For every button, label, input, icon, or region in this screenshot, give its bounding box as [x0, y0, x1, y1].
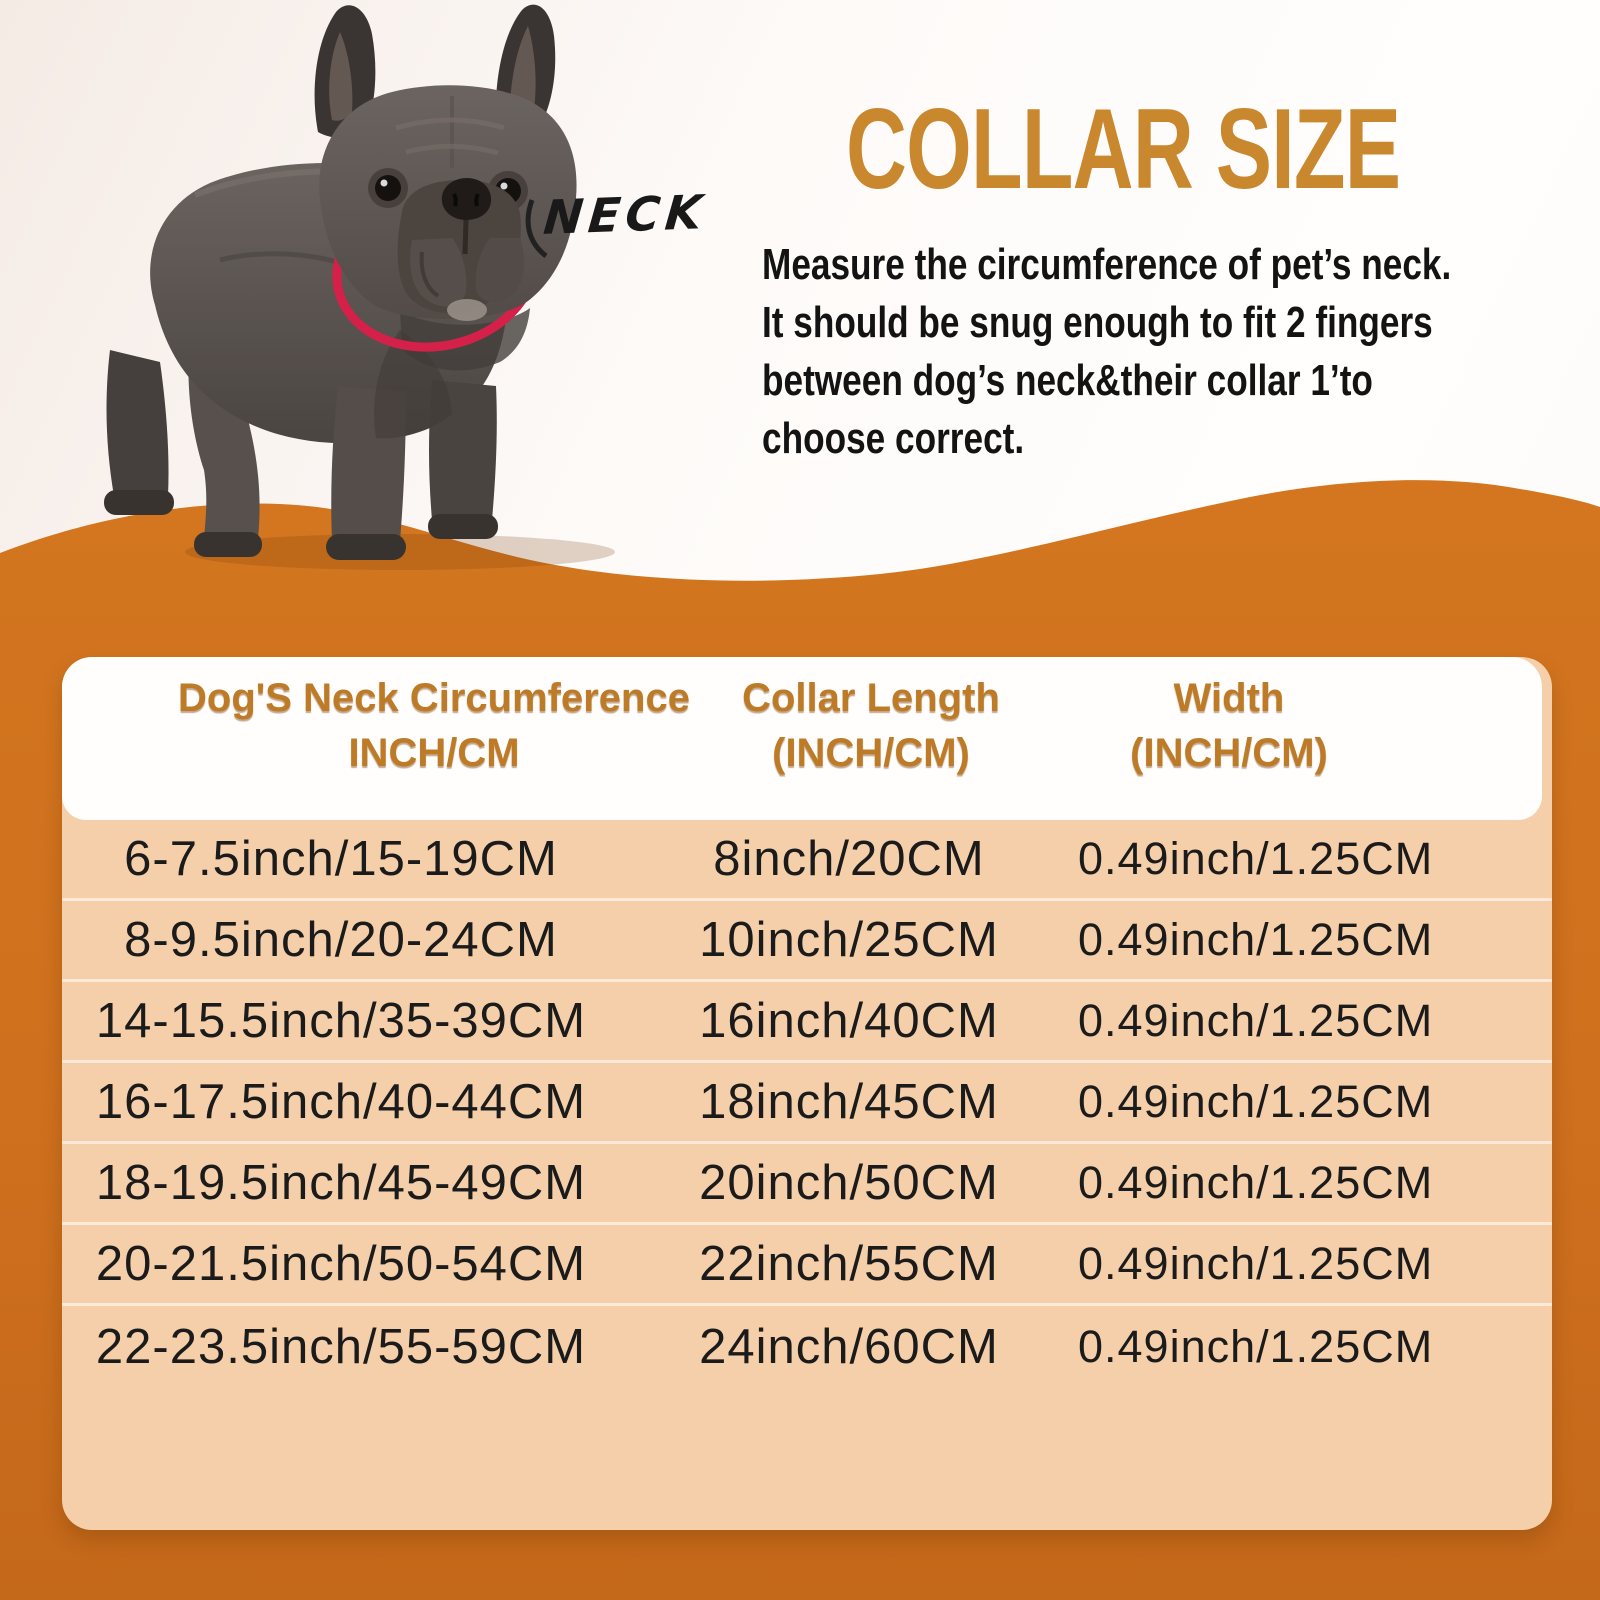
dog-front-near-paw: [326, 534, 406, 560]
collar-width-value: 0.49inch/1.25CM: [1078, 1320, 1434, 1372]
column-header-title: Dog'S Neck Circumference: [178, 676, 690, 720]
size-table-header-panel: Dog'S Neck Circumference INCH/CM Collar …: [62, 657, 1542, 820]
neck-circumference-value: 20-21.5inch/50-54CM: [95, 1237, 587, 1291]
collar-length-value: 16inch/40CM: [699, 994, 999, 1048]
size-row: 8-9.5inch/20-24CM 10inch/25CM 0.49inch/1…: [62, 901, 1552, 982]
dog-rear-near-paw: [194, 532, 262, 557]
neck-circumference-value: 16-17.5inch/40-44CM: [95, 1075, 587, 1129]
instructions-line-1: Measure the circumference of pet’s neck.: [762, 240, 1452, 289]
size-row: 20-21.5inch/50-54CM 22inch/55CM 0.49inch…: [62, 1225, 1552, 1306]
collar-length-value: 10inch/25CM: [699, 913, 999, 967]
dog-left-eye-glint: [380, 179, 388, 187]
collar-length-value: 18inch/45CM: [699, 1075, 999, 1129]
instructions-line-4: choose correct.: [762, 414, 1025, 463]
dog-nose: [441, 178, 492, 220]
collar-length-value: 8inch/20CM: [713, 832, 985, 886]
dog-left-ear-inner: [329, 32, 353, 121]
collar-length-value: 24inch/60CM: [699, 1319, 999, 1374]
column-header-collar-length: Collar Length (INCH/CM): [742, 671, 1000, 781]
size-table-card: Dog'S Neck Circumference INCH/CM Collar …: [62, 657, 1552, 1530]
dog-illustration: [104, 4, 615, 570]
neck-circumference-value: 22-23.5inch/55-59CM: [95, 1319, 587, 1374]
neck-circumference-value: 8-9.5inch/20-24CM: [124, 913, 558, 967]
dog-chin: [447, 299, 487, 321]
size-row: 16-17.5inch/40-44CM 18inch/45CM 0.49inch…: [62, 1063, 1552, 1144]
column-header-unit: (INCH/CM): [1130, 731, 1328, 775]
dog-jowl-wrinkle: [419, 251, 440, 298]
column-header-title: Width: [1173, 676, 1285, 720]
size-row: 14-15.5inch/35-39CM 16inch/40CM 0.49inch…: [62, 982, 1552, 1063]
collar-width-value: 0.49inch/1.25CM: [1078, 1157, 1434, 1208]
dog-brow-wrinkle-1: [395, 117, 505, 131]
dog-rear-far-leg: [106, 350, 169, 496]
dog-left-nostril: [452, 193, 458, 207]
neck-circumference-value: 6-7.5inch/15-19CM: [124, 832, 558, 886]
dog-right-eye-glint: [500, 182, 508, 190]
collar-width-value: 0.49inch/1.25CM: [1078, 1238, 1434, 1289]
dog-rear-far-paw: [104, 490, 174, 515]
collar-width-value: 0.49inch/1.25CM: [1078, 833, 1434, 884]
column-header-unit: (INCH/CM): [772, 731, 970, 775]
column-header-unit: INCH/CM: [348, 731, 520, 775]
neck-callout-stroke: [525, 199, 548, 258]
dog-chest-shading: [374, 330, 452, 439]
size-row: 18-19.5inch/45-49CM 20inch/50CM 0.49inch…: [62, 1144, 1552, 1225]
column-header-neck-circumference: Dog'S Neck Circumference INCH/CM: [178, 671, 690, 781]
collar-width-value: 0.49inch/1.25CM: [1078, 914, 1434, 965]
collar-width-value: 0.49inch/1.25CM: [1078, 1076, 1434, 1127]
column-header-title: Collar Length: [742, 676, 1000, 720]
instructions-line-2: It should be snug enough to fit 2 finger…: [762, 298, 1433, 347]
column-header-width: Width (INCH/CM): [1130, 671, 1328, 781]
dog-front-far-paw: [428, 514, 498, 539]
dog-right-jowl: [475, 238, 524, 303]
neck-label: NECK: [541, 185, 710, 246]
page-title: COLLAR SIZE: [846, 86, 1401, 213]
dog-brow-wrinkle-2: [405, 143, 499, 156]
collar-length-value: 22inch/55CM: [699, 1237, 999, 1291]
dog-right-ear-inner: [510, 26, 536, 114]
dog-left-jowl: [410, 238, 467, 307]
instructions-line-3: between dog’s neck&their collar 1’to: [762, 356, 1373, 405]
size-row: 22-23.5inch/55-59CM 24inch/60CM 0.49inch…: [62, 1306, 1552, 1387]
collar-width-value: 0.49inch/1.25CM: [1078, 995, 1434, 1046]
dog-left-eye: [375, 175, 401, 201]
neck-circumference-value: 18-19.5inch/45-49CM: [95, 1156, 587, 1210]
dog-right-nostril: [474, 193, 480, 207]
size-table-rows: 6-7.5inch/15-19CM 8inch/20CM 0.49inch/1.…: [62, 820, 1552, 1387]
instructions-paragraph: Measure the circumference of pet’s neck.…: [762, 236, 1600, 468]
size-row: 6-7.5inch/15-19CM 8inch/20CM 0.49inch/1.…: [62, 820, 1552, 901]
dog-philtrum: [462, 219, 469, 255]
neck-circumference-value: 14-15.5inch/35-39CM: [95, 994, 587, 1048]
collar-length-value: 20inch/50CM: [699, 1156, 999, 1210]
